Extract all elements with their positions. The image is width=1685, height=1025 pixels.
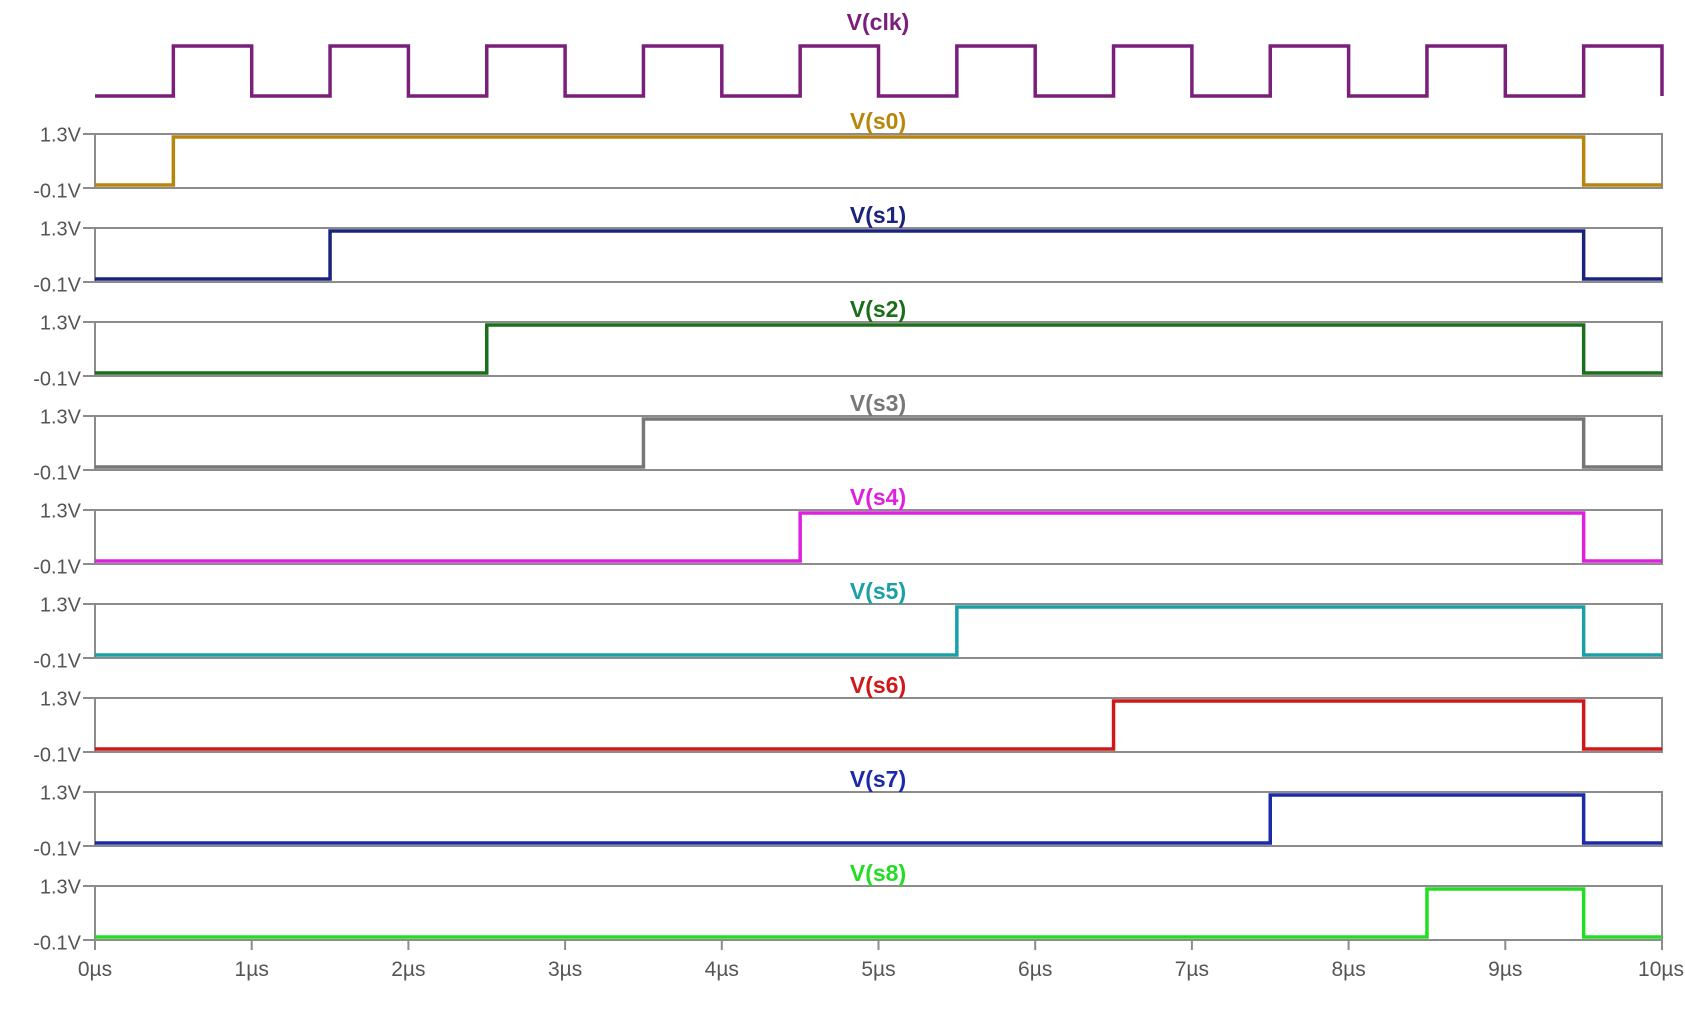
y-tick-high-s6: 1.3V xyxy=(40,688,82,710)
trace-title-s3: V(s3) xyxy=(850,390,906,416)
trace-s3 xyxy=(95,417,1662,469)
y-tick-high-s8: 1.3V xyxy=(40,876,82,898)
x-tick-4: 4µs xyxy=(705,958,739,981)
y-tick-high-s2: 1.3V xyxy=(40,312,82,334)
y-tick-low-s7: -0.1V xyxy=(33,838,81,860)
y-tick-high-s0: 1.3V xyxy=(40,124,82,146)
y-tick-low-s8: -0.1V xyxy=(33,932,81,954)
x-tick-10: 10µs xyxy=(1638,958,1684,981)
panel-frame-s6 xyxy=(94,697,1663,753)
y-tick-low-s5: -0.1V xyxy=(33,650,81,672)
trace-title-clk: V(clk) xyxy=(847,9,910,35)
y-tick-high-s4: 1.3V xyxy=(40,500,82,522)
trace-clk xyxy=(95,44,1664,98)
trace-title-s4: V(s4) xyxy=(850,484,906,510)
panel-frame-s1 xyxy=(94,227,1663,283)
y-tick-high-s3: 1.3V xyxy=(40,406,82,428)
panel-frame-s0 xyxy=(94,133,1663,189)
trace-s2 xyxy=(95,323,1662,375)
panel-frame-s2 xyxy=(94,321,1663,377)
x-tick-9: 9µs xyxy=(1488,958,1522,981)
panel-frame-s4 xyxy=(94,509,1663,565)
y-tick-high-s5: 1.3V xyxy=(40,594,82,616)
y-tick-low-s2: -0.1V xyxy=(33,368,81,390)
x-tick-5: 5µs xyxy=(861,958,895,981)
trace-title-s0: V(s0) xyxy=(850,108,906,134)
panel-frame-s3 xyxy=(94,415,1663,471)
trace-title-s7: V(s7) xyxy=(850,766,906,792)
x-tick-6: 6µs xyxy=(1018,958,1052,981)
trace-title-s5: V(s5) xyxy=(850,578,906,604)
y-tick-low-s6: -0.1V xyxy=(33,744,81,766)
trace-title-s6: V(s6) xyxy=(850,672,906,698)
y-tick-low-s4: -0.1V xyxy=(33,556,81,578)
trace-s0 xyxy=(95,135,1662,187)
y-tick-low-s3: -0.1V xyxy=(33,462,81,484)
trace-s4 xyxy=(95,511,1662,563)
x-tick-8: 8µs xyxy=(1331,958,1365,981)
trace-s8 xyxy=(95,887,1662,939)
panel-frame-s7 xyxy=(94,791,1663,847)
y-tick-low-s1: -0.1V xyxy=(33,274,81,296)
x-tick-7: 7µs xyxy=(1175,958,1209,981)
trace-title-s2: V(s2) xyxy=(850,296,906,322)
y-tick-high-s1: 1.3V xyxy=(40,218,82,240)
trace-s7 xyxy=(95,793,1662,845)
trace-s5 xyxy=(95,605,1662,657)
trace-title-s8: V(s8) xyxy=(850,860,906,886)
y-tick-high-s7: 1.3V xyxy=(40,782,82,804)
trace-title-s1: V(s1) xyxy=(850,202,906,228)
trace-s1 xyxy=(95,229,1662,281)
x-tick-1: 1µs xyxy=(235,958,269,981)
y-tick-low-s0: -0.1V xyxy=(33,180,81,202)
x-tick-2: 2µs xyxy=(391,958,425,981)
trace-s6 xyxy=(95,699,1662,751)
x-tick-0: 0µs xyxy=(78,958,112,981)
x-tick-3: 3µs xyxy=(548,958,582,981)
panel-frame-s5 xyxy=(94,603,1663,659)
